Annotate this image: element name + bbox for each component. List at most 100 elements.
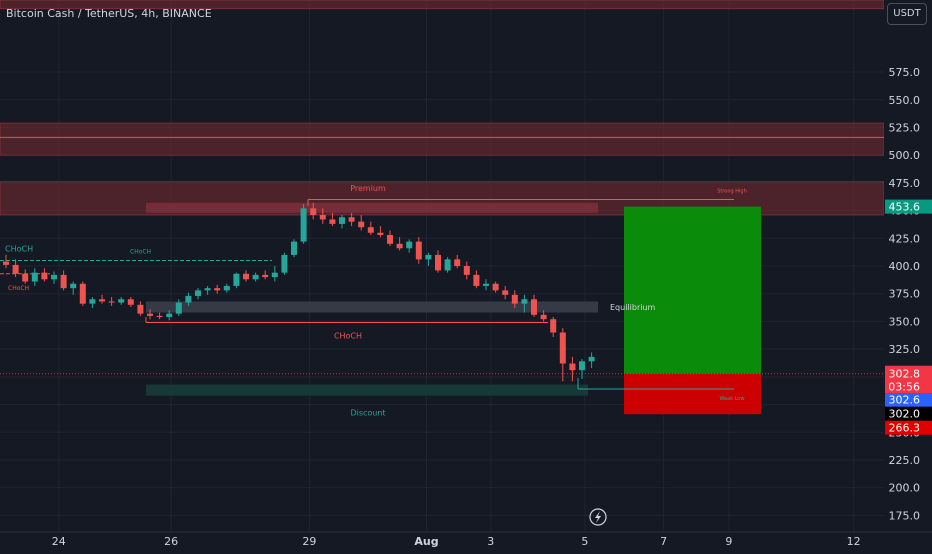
candle-body bbox=[99, 299, 105, 302]
candle-body bbox=[348, 217, 355, 222]
candle-body bbox=[127, 299, 134, 305]
candle-body bbox=[41, 272, 48, 280]
candle-body bbox=[396, 243, 403, 249]
candle-body bbox=[70, 283, 77, 289]
supply-zone-upper bbox=[0, 122, 885, 156]
candle-body bbox=[300, 208, 307, 242]
candle-body bbox=[387, 234, 393, 244]
entry-price-badge-bg bbox=[885, 393, 932, 407]
candle-body bbox=[559, 332, 566, 364]
candle-body bbox=[252, 274, 259, 280]
time-tick-label: 3 bbox=[487, 535, 494, 548]
candle-body bbox=[319, 215, 326, 220]
candle-body bbox=[51, 274, 57, 280]
candle-body bbox=[358, 221, 365, 228]
time-tick-label: Aug bbox=[414, 535, 438, 548]
level-price-badge-bg bbox=[885, 406, 932, 421]
candle-body bbox=[79, 283, 86, 304]
candle-body bbox=[223, 285, 230, 291]
candle-body bbox=[579, 361, 585, 371]
candle-body bbox=[454, 259, 461, 266]
choch-label-3: CHoCH bbox=[8, 285, 29, 292]
candle-body bbox=[406, 241, 413, 249]
candle-body bbox=[175, 302, 182, 314]
price-tick-label: 425.0 bbox=[889, 232, 921, 245]
lightning-icon-bolt bbox=[595, 511, 601, 523]
time-tick-label: 5 bbox=[581, 535, 588, 548]
candle-body bbox=[281, 254, 288, 273]
time-axis[interactable]: 22242629Aug357912 bbox=[0, 531, 932, 548]
candle-body bbox=[435, 254, 441, 271]
candle-body bbox=[502, 290, 509, 295]
candle-body bbox=[521, 299, 528, 304]
bar-countdown: 03:56 bbox=[888, 381, 920, 394]
last-price-badge: 302.8 bbox=[889, 368, 921, 381]
equilibrium-zone-box bbox=[146, 301, 598, 313]
symbol-name: Bitcoin Cash / TetherUS bbox=[6, 7, 135, 20]
weak-low-label: Weak Low bbox=[719, 396, 744, 402]
candle-body bbox=[540, 314, 547, 320]
candle-body bbox=[195, 290, 201, 296]
last-price-badge-bg bbox=[885, 365, 932, 394]
candle-body bbox=[166, 313, 173, 317]
lightning-icon[interactable] bbox=[589, 508, 607, 526]
candle-body bbox=[444, 259, 451, 271]
time-tick-label: 26 bbox=[164, 535, 178, 548]
time-tick-label: 24 bbox=[52, 535, 66, 548]
time-tick-label: 29 bbox=[302, 535, 316, 548]
entry-price-badge: 302.6 bbox=[889, 394, 921, 407]
time-tick-label: 7 bbox=[660, 535, 667, 548]
title-sep-1: , bbox=[134, 7, 142, 20]
candle-body bbox=[185, 295, 192, 303]
price-tick-label: 175.0 bbox=[889, 509, 921, 522]
price-tick-label: 200.0 bbox=[889, 482, 921, 495]
candle-body bbox=[214, 288, 221, 291]
candle-body bbox=[156, 315, 163, 317]
choch-label-1: CHoCH bbox=[5, 244, 33, 253]
target-price-badge: 453.6 bbox=[889, 201, 921, 214]
candle-body bbox=[511, 294, 518, 304]
premium-zone-box bbox=[146, 202, 598, 213]
price-axis-background bbox=[884, 0, 932, 532]
candle-body bbox=[329, 219, 336, 224]
discount-zone-box bbox=[146, 384, 588, 396]
chart-title: Bitcoin Cash / TetherUS, 4h, BINANCE bbox=[6, 7, 212, 20]
candle-body bbox=[12, 264, 19, 274]
discount-label: Discount bbox=[350, 409, 385, 418]
candle-body bbox=[137, 304, 144, 314]
candle-body bbox=[108, 301, 115, 303]
price-tick-label: 550.0 bbox=[889, 94, 921, 107]
premium-label: Premium bbox=[350, 184, 386, 193]
candle-body bbox=[415, 241, 422, 260]
candle-body bbox=[310, 208, 317, 216]
candle-body bbox=[147, 313, 153, 316]
candle-body bbox=[492, 283, 499, 291]
level-price-badge: 302.0 bbox=[889, 408, 921, 421]
exchange-label: BINANCE bbox=[162, 7, 212, 20]
candles bbox=[3, 202, 595, 382]
stop-zone bbox=[624, 373, 761, 415]
choch-label-2: CHoCH bbox=[130, 248, 151, 255]
candle-body bbox=[60, 274, 67, 289]
candle-body bbox=[339, 217, 345, 224]
stop-price-badge: 266.3 bbox=[889, 422, 921, 435]
time-tick-label: 12 bbox=[847, 535, 861, 548]
price-tick-label: 575.0 bbox=[889, 66, 921, 79]
price-tick-label: 475.0 bbox=[889, 177, 921, 190]
currency-button[interactable]: USDT bbox=[887, 3, 927, 25]
time-tick-label: 9 bbox=[725, 535, 732, 548]
price-tick-label: 500.0 bbox=[889, 149, 921, 162]
candle-body bbox=[243, 273, 249, 280]
target-price-badge-bg bbox=[885, 199, 932, 214]
price-tick-label: 400.0 bbox=[889, 260, 921, 273]
price-tick-label: 350.0 bbox=[889, 315, 921, 328]
candle-body bbox=[118, 299, 125, 303]
candle-body bbox=[550, 319, 557, 333]
price-axis[interactable]: 175.0200.0225.0250.0275.0300.0325.0350.0… bbox=[884, 0, 932, 532]
candle-body bbox=[271, 272, 278, 278]
candle-body bbox=[31, 272, 38, 282]
candle-body bbox=[483, 283, 489, 286]
